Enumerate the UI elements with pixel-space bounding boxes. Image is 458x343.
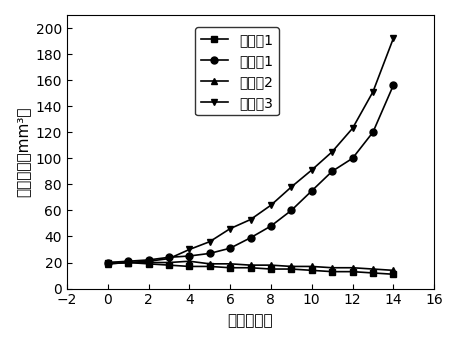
比较例1 [370, 130, 376, 134]
比较例1 [350, 156, 355, 161]
实施例1 [391, 272, 396, 276]
比较例3 [125, 260, 131, 264]
Line: 比较例1: 比较例1 [104, 82, 397, 266]
比较例2 [146, 260, 151, 264]
比较例2 [391, 268, 396, 272]
比较例2 [309, 264, 315, 269]
比较例1 [268, 224, 274, 228]
Legend: 实施例1, 比较例1, 比较例2, 比较例3: 实施例1, 比较例1, 比较例2, 比较例3 [195, 27, 279, 115]
实施例1 [207, 264, 213, 269]
实施例1 [227, 266, 233, 270]
实施例1 [329, 270, 335, 274]
X-axis label: 时间（天）: 时间（天） [228, 313, 273, 328]
比较例2 [350, 266, 355, 270]
实施例1 [186, 264, 192, 269]
比较例1 [391, 83, 396, 87]
实施例1 [350, 270, 355, 274]
比较例1 [166, 255, 172, 259]
实施例1 [268, 267, 274, 271]
比较例1 [227, 246, 233, 250]
比较例3 [186, 247, 192, 251]
比较例3 [309, 168, 315, 172]
比较例1 [329, 169, 335, 174]
比较例2 [186, 259, 192, 263]
比较例3 [227, 227, 233, 231]
比较例2 [166, 260, 172, 264]
比较例2 [329, 266, 335, 270]
比较例1 [248, 236, 253, 240]
比较例1 [146, 258, 151, 262]
Line: 比较例2: 比较例2 [104, 258, 397, 274]
比较例3 [289, 185, 294, 189]
实施例1 [146, 262, 151, 266]
实施例1 [309, 268, 315, 272]
比较例3 [268, 203, 274, 207]
比较例1 [105, 260, 110, 264]
比较例2 [207, 262, 213, 266]
Y-axis label: 肿瘤体积（mm³）: 肿瘤体积（mm³） [15, 107, 30, 197]
Line: 比较例3: 比较例3 [104, 35, 397, 267]
比较例3 [391, 36, 396, 40]
比较例2 [268, 263, 274, 267]
实施例1 [105, 260, 110, 264]
比较例2 [248, 263, 253, 267]
比较例3 [329, 150, 335, 154]
实施例1 [289, 267, 294, 271]
比较例3 [146, 259, 151, 263]
比较例2 [289, 264, 294, 269]
比较例2 [370, 267, 376, 271]
比较例3 [105, 262, 110, 266]
比较例1 [309, 189, 315, 193]
比较例1 [207, 251, 213, 256]
实施例1 [125, 260, 131, 264]
比较例2 [105, 262, 110, 266]
实施例1 [248, 266, 253, 270]
比较例2 [125, 260, 131, 264]
比较例1 [186, 254, 192, 258]
比较例2 [227, 262, 233, 266]
Line: 实施例1: 实施例1 [104, 259, 397, 278]
实施例1 [370, 271, 376, 275]
比较例3 [370, 90, 376, 94]
比较例1 [125, 259, 131, 263]
比较例3 [248, 217, 253, 222]
比较例3 [350, 126, 355, 130]
实施例1 [166, 263, 172, 267]
比较例3 [166, 257, 172, 261]
比较例1 [289, 208, 294, 212]
比较例3 [207, 240, 213, 244]
